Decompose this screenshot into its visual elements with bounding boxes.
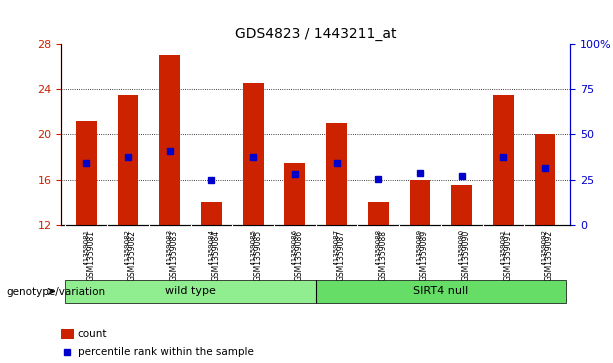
Text: GSM1359087: GSM1359087 xyxy=(333,229,340,276)
Bar xyxy=(284,163,305,225)
Text: GSM1359086: GSM1359086 xyxy=(292,229,298,276)
Text: GSM1359084: GSM1359084 xyxy=(208,229,215,276)
Bar xyxy=(326,123,347,225)
Bar xyxy=(118,95,139,225)
Bar xyxy=(409,180,430,225)
Bar xyxy=(493,95,514,225)
Text: GSM1359085: GSM1359085 xyxy=(253,229,262,281)
Text: genotype/variation: genotype/variation xyxy=(6,287,105,297)
Text: GSM1359092: GSM1359092 xyxy=(542,229,548,276)
Text: GSM1359089: GSM1359089 xyxy=(417,229,423,276)
Text: GSM1359090: GSM1359090 xyxy=(462,229,471,281)
Text: GSM1359092: GSM1359092 xyxy=(545,229,554,281)
Bar xyxy=(159,55,180,225)
Text: GSM1359087: GSM1359087 xyxy=(337,229,346,281)
Text: GSM1359082: GSM1359082 xyxy=(128,229,137,281)
Text: GSM1359090: GSM1359090 xyxy=(459,229,465,276)
Text: GSM1359088: GSM1359088 xyxy=(375,229,381,276)
Bar xyxy=(535,134,555,225)
Bar xyxy=(451,185,472,225)
Bar xyxy=(243,83,264,225)
Text: GSM1359085: GSM1359085 xyxy=(250,229,256,276)
Text: GSM1359081: GSM1359081 xyxy=(83,229,89,276)
Text: GSM1359086: GSM1359086 xyxy=(295,229,304,281)
Bar xyxy=(61,329,74,339)
Text: GSM1359083: GSM1359083 xyxy=(167,229,173,276)
Text: count: count xyxy=(78,329,107,339)
Bar xyxy=(368,203,389,225)
Bar xyxy=(201,203,222,225)
Title: GDS4823 / 1443211_at: GDS4823 / 1443211_at xyxy=(235,27,397,41)
FancyBboxPatch shape xyxy=(66,280,316,303)
Text: GSM1359091: GSM1359091 xyxy=(503,229,512,281)
Text: GSM1359082: GSM1359082 xyxy=(125,229,131,276)
Text: SIRT4 null: SIRT4 null xyxy=(413,286,468,296)
Text: GSM1359081: GSM1359081 xyxy=(86,229,96,281)
Text: GSM1359084: GSM1359084 xyxy=(211,229,221,281)
FancyBboxPatch shape xyxy=(316,280,566,303)
Text: GSM1359088: GSM1359088 xyxy=(378,229,387,281)
Text: GSM1359091: GSM1359091 xyxy=(500,229,506,276)
Text: GSM1359089: GSM1359089 xyxy=(420,229,429,281)
Text: GSM1359083: GSM1359083 xyxy=(170,229,179,281)
Text: wild type: wild type xyxy=(165,286,216,296)
Text: percentile rank within the sample: percentile rank within the sample xyxy=(78,347,253,357)
Bar xyxy=(76,121,97,225)
